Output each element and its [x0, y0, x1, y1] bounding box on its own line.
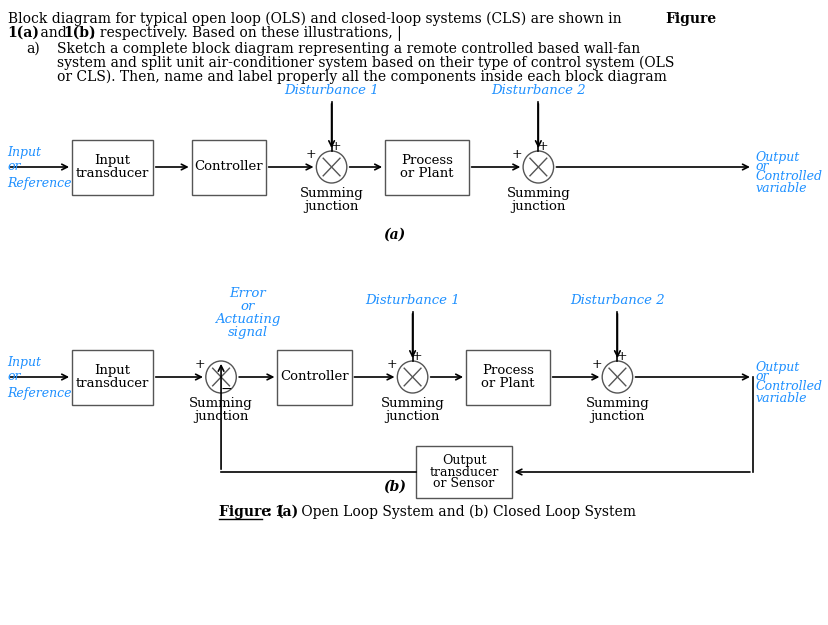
Text: or Sensor: or Sensor [433, 478, 494, 490]
Text: Process: Process [481, 364, 533, 378]
Text: (a): (a) [276, 505, 298, 519]
Text: Input: Input [94, 364, 130, 378]
Text: variable: variable [754, 182, 806, 196]
Text: Input: Input [7, 146, 41, 159]
Circle shape [397, 361, 427, 393]
Text: Error: Error [229, 287, 266, 300]
Text: junction: junction [385, 410, 439, 423]
Text: Disturbance 1: Disturbance 1 [365, 294, 460, 307]
Circle shape [601, 361, 632, 393]
Text: junction: junction [511, 200, 565, 213]
Text: or: or [7, 371, 21, 384]
Text: junction: junction [590, 410, 644, 423]
Text: Disturbance 2: Disturbance 2 [570, 294, 664, 307]
Bar [416, 446, 511, 498]
Text: Controlled: Controlled [754, 381, 821, 394]
Circle shape [316, 151, 346, 183]
Text: system and split unit air-conditioner system based on their type of control syst: system and split unit air-conditioner sy… [57, 56, 674, 71]
Text: Input: Input [7, 356, 41, 369]
Text: Disturbance 1: Disturbance 1 [284, 84, 378, 97]
Circle shape [522, 151, 553, 183]
Text: , respectively. Based on these illustrations, |: , respectively. Based on these illustrat… [91, 26, 402, 41]
Text: variable: variable [754, 392, 806, 406]
Circle shape [205, 361, 236, 393]
Text: or: or [240, 300, 255, 313]
Text: Summing: Summing [380, 397, 444, 410]
Text: +: + [512, 148, 522, 161]
Text: transducer: transducer [429, 466, 498, 479]
Text: or: or [7, 161, 21, 174]
Bar [72, 349, 152, 404]
Bar [72, 139, 152, 194]
Text: Controlled: Controlled [754, 171, 821, 184]
Text: Output: Output [754, 361, 799, 374]
Text: Open Loop System and (b) Closed Loop System: Open Loop System and (b) Closed Loop Sys… [297, 505, 636, 519]
Text: +: + [590, 357, 601, 371]
Text: transducer: transducer [75, 377, 149, 389]
Text: Input: Input [94, 154, 130, 168]
Text: +: + [195, 357, 205, 371]
Text: Actuating: Actuating [214, 313, 280, 326]
Text: Summing: Summing [585, 397, 648, 410]
Text: Figure 1: Figure 1 [219, 505, 285, 519]
Text: Block diagram for typical open loop (OLS) and closed-loop systems (CLS) are show: Block diagram for typical open loop (OLS… [7, 12, 625, 26]
Text: +: + [305, 148, 315, 161]
Text: Output: Output [754, 151, 799, 164]
Text: Output: Output [441, 454, 486, 467]
Text: Summing: Summing [189, 397, 253, 410]
Text: a): a) [26, 42, 41, 56]
Bar [277, 349, 351, 404]
Text: −: − [221, 382, 233, 396]
Text: or Plant: or Plant [400, 167, 453, 179]
Text: Reference: Reference [7, 387, 72, 400]
Text: :: : [262, 505, 277, 519]
Text: Controller: Controller [194, 161, 262, 174]
Text: Summing: Summing [506, 187, 570, 200]
Text: junction: junction [194, 410, 248, 423]
Text: Summing: Summing [300, 187, 363, 200]
Text: Reference: Reference [7, 177, 72, 190]
Text: Process: Process [401, 154, 452, 168]
Text: +: + [616, 351, 627, 364]
Text: or CLS). Then, name and label properly all the components inside each block diag: or CLS). Then, name and label properly a… [57, 70, 667, 84]
Text: +: + [537, 141, 548, 154]
Text: and: and [36, 26, 71, 40]
Text: or: or [754, 161, 768, 174]
Text: Disturbance 2: Disturbance 2 [490, 84, 585, 97]
Text: or: or [754, 371, 768, 384]
Text: (b): (b) [383, 480, 406, 494]
Text: +: + [330, 141, 341, 154]
Text: (a): (a) [383, 228, 405, 242]
Text: +: + [412, 351, 422, 364]
Text: 1(a): 1(a) [7, 26, 40, 40]
Text: Sketch a complete block diagram representing a remote controlled based wall-fan: Sketch a complete block diagram represen… [57, 42, 640, 56]
Bar [384, 139, 468, 194]
Text: +: + [386, 357, 397, 371]
Bar [465, 349, 549, 404]
Text: junction: junction [304, 200, 359, 213]
Text: transducer: transducer [75, 167, 149, 179]
Text: 1(b): 1(b) [63, 26, 95, 40]
Text: Figure: Figure [664, 12, 715, 26]
Text: or Plant: or Plant [480, 377, 534, 389]
Text: signal: signal [228, 326, 267, 339]
Bar [191, 139, 266, 194]
Text: Controller: Controller [280, 371, 349, 384]
